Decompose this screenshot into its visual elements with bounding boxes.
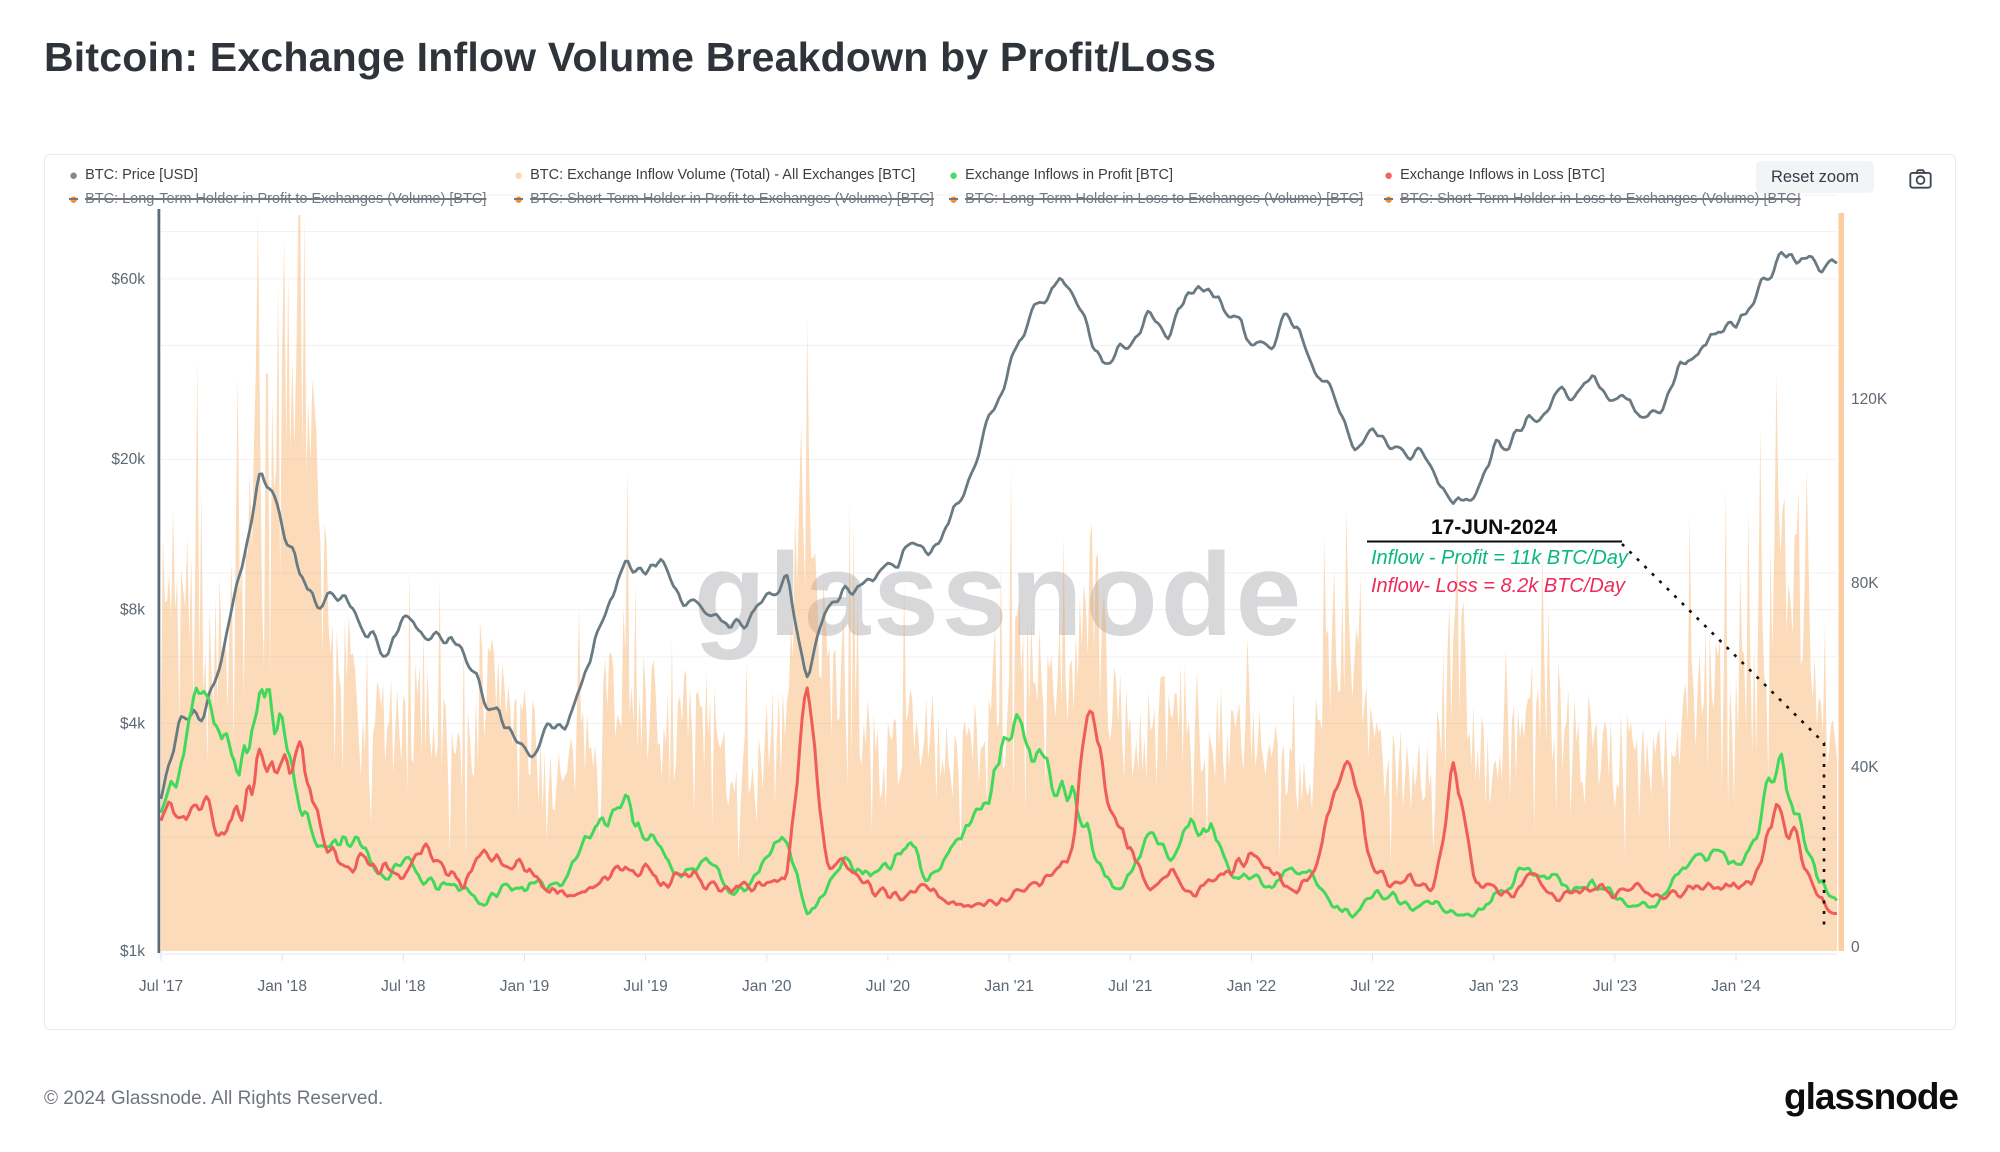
legend-item[interactable]: ● BTC: Long-Term Holder in Loss to Exchan… [949, 191, 1384, 208]
svg-text:17-JUN-2024: 17-JUN-2024 [1431, 516, 1557, 539]
svg-text:80K: 80K [1851, 575, 1879, 592]
legend-dot-icon: ● [1384, 190, 1394, 208]
svg-text:Jan '18: Jan '18 [257, 978, 307, 995]
legend-label: BTC: Long-Term Holder in Profit to Excha… [85, 190, 487, 207]
btc-price-line [159, 250, 1838, 800]
inflow-final-bar [1838, 213, 1844, 951]
svg-text:Jul '23: Jul '23 [1593, 978, 1637, 995]
svg-text:Jan '24: Jan '24 [1711, 978, 1761, 995]
svg-text:Jul '20: Jul '20 [866, 978, 911, 995]
glassnode-logo: glassnode [1784, 1076, 1959, 1117]
legend-label: BTC: Short-Term Holder in Loss to Exchan… [1400, 190, 1801, 207]
legend-label: BTC: Short-Term Holder in Profit to Exch… [530, 190, 934, 207]
annotation-pointer-line [1621, 543, 1826, 932]
inflow-profit-line [159, 686, 1839, 919]
legend-item[interactable]: ● BTC: Exchange Inflow Volume (Total) - A… [514, 167, 949, 184]
svg-text:Jul '22: Jul '22 [1350, 978, 1394, 995]
legend-row-disabled: ● BTC: Long-Term Holder in Profit to Exch… [69, 187, 1849, 211]
legend-dot-icon: ● [514, 166, 524, 184]
legend-dot-icon: ● [69, 166, 79, 184]
svg-text:0: 0 [1851, 939, 1860, 956]
svg-text:Jan '22: Jan '22 [1227, 978, 1277, 995]
camera-icon[interactable] [1907, 166, 1934, 192]
svg-text:Jan '19: Jan '19 [500, 978, 550, 995]
legend-item[interactable]: ● Exchange Inflows in Profit [BTC] [949, 167, 1384, 184]
page-title: Bitcoin: Exchange Inflow Volume Breakdow… [44, 34, 1217, 80]
gridlines [161, 194, 1837, 838]
svg-text:Inflow - Profit = 11k BTC/Day: Inflow - Profit = 11k BTC/Day [1371, 547, 1629, 569]
svg-text:$1k: $1k [120, 943, 145, 960]
svg-text:$20k: $20k [111, 451, 145, 468]
legend-item[interactable]: ● BTC: Short-Term Holder in Profit to Exc… [514, 191, 949, 208]
legend-row-active: ● BTC: Price [USD] ● BTC: Exchange Inflow V… [69, 163, 1849, 187]
footer-copyright: © 2024 Glassnode. All Rights Reserved. [44, 1088, 384, 1109]
svg-text:40K: 40K [1851, 759, 1879, 776]
chart-plot-area[interactable]: glassnode $1k $4k $8k $20k $60k 0 40K 80K 120K Jul… [45, 155, 1957, 1031]
axis-labels: $1k $4k $8k $20k $60k 0 40K 80K 120K Jul '17 Jan '… [111, 271, 1887, 995]
legend-label: BTC: Exchange Inflow Volume (Total) - Al… [530, 166, 916, 183]
chart-card: glassnode $1k $4k $8k $20k $60k 0 40K 80K 120K Jul… [44, 154, 1956, 1030]
left-axis-line [157, 209, 161, 953]
svg-text:120K: 120K [1851, 391, 1888, 408]
legend-item[interactable]: ● BTC: Short-Term Holder in Loss to Excha… [1384, 191, 1844, 208]
legend-dot-icon: ● [514, 190, 524, 208]
reset-zoom-button[interactable]: Reset zoom [1755, 161, 1874, 193]
svg-text:Inflow- Loss = 8.2k BTC/Day: Inflow- Loss = 8.2k BTC/Day [1371, 575, 1626, 597]
legend-label: Exchange Inflows in Loss [BTC] [1400, 166, 1605, 183]
svg-text:Jan '20: Jan '20 [742, 978, 792, 995]
svg-text:Jan '23: Jan '23 [1469, 978, 1519, 995]
svg-text:Jul '18: Jul '18 [381, 978, 425, 995]
legend-dot-icon: ● [949, 166, 959, 184]
svg-text:Jul '19: Jul '19 [623, 978, 667, 995]
legend-dot-icon: ● [69, 190, 79, 208]
annotation-17-jun-2024: 17-JUN-2024 Inflow - Profit = 11k BTC/Day… [1367, 516, 1826, 932]
legend-dot-icon: ● [949, 190, 959, 208]
legend-dot-icon: ● [1384, 166, 1394, 184]
svg-text:Jul '21: Jul '21 [1108, 978, 1152, 995]
svg-text:Jan '21: Jan '21 [984, 978, 1034, 995]
svg-text:Jul '17: Jul '17 [139, 978, 183, 995]
svg-text:$8k: $8k [120, 602, 145, 619]
legend-item[interactable]: ● BTC: Price [USD] [69, 167, 514, 184]
legend-label: BTC: Long-Term Holder in Loss to Exchang… [965, 190, 1364, 207]
chart-legend: ● BTC: Price [USD] ● BTC: Exchange Inflow V… [69, 163, 1849, 211]
watermark: glassnode [694, 529, 1305, 661]
svg-text:$60k: $60k [111, 271, 145, 288]
legend-item[interactable]: ● Exchange Inflows in Loss [BTC] [1384, 167, 1844, 184]
inflow-total-area [161, 215, 1837, 951]
legend-label: Exchange Inflows in Profit [BTC] [965, 166, 1173, 183]
legend-label: BTC: Price [USD] [85, 166, 198, 183]
inflow-loss-line [159, 686, 1838, 916]
svg-text:$4k: $4k [120, 715, 145, 732]
legend-item[interactable]: ● BTC: Long-Term Holder in Profit to Exch… [69, 191, 514, 208]
